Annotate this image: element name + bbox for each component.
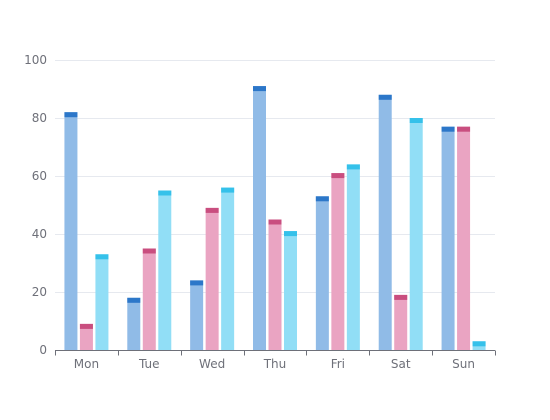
bar-cap-wed-series-1 [190, 280, 204, 286]
bar-cap-fri-series-1 [315, 196, 329, 202]
bars [64, 86, 486, 351]
bar-cap-sun-series-3 [472, 341, 486, 347]
bar-cap-sat-series-1 [378, 94, 392, 100]
bar-wed-series-1[interactable] [190, 280, 204, 350]
bar-cap-thu-series-1 [253, 86, 266, 92]
x-tick-label-sun: Sun [452, 357, 475, 371]
bar-cap-thu-series-2 [268, 219, 282, 225]
x-tick-label-sat: Sat [391, 357, 411, 371]
x-tick-label-fri: Fri [331, 357, 345, 371]
bar-mon-series-3[interactable] [95, 254, 109, 350]
bar-cap-sun-series-2 [457, 126, 471, 132]
bar-cap-mon-series-3 [95, 254, 109, 260]
bar-thu-series-3[interactable] [284, 231, 297, 350]
bar-fri-series-1[interactable] [315, 196, 329, 350]
bar-cap-wed-series-3 [221, 187, 235, 193]
y-tick-label: 20 [32, 285, 47, 299]
bar-cap-mon-series-1 [64, 112, 78, 118]
bar-cap-sun-series-1 [441, 126, 455, 132]
bar-cap-fri-series-3 [346, 164, 360, 170]
bar-fri-series-3[interactable] [346, 164, 360, 350]
bar-wed-series-2[interactable] [205, 207, 219, 350]
bar-cap-thu-series-3 [284, 231, 297, 237]
bar-tue-series-3[interactable] [158, 190, 172, 351]
bar-cap-sat-series-2 [394, 294, 408, 300]
x-tick-label-tue: Tue [138, 357, 160, 371]
x-tick-label-wed: Wed [199, 357, 225, 371]
y-tick-label: 100 [24, 53, 47, 67]
bar-cap-tue-series-3 [158, 190, 172, 196]
y-tick-label: 40 [32, 227, 47, 241]
y-tick-label: 0 [39, 343, 47, 357]
bar-wed-series-3[interactable] [221, 187, 235, 350]
bar-tue-series-2[interactable] [142, 248, 156, 351]
axes [55, 350, 496, 356]
bar-cap-tue-series-1 [127, 297, 141, 303]
bar-sat-series-3[interactable] [409, 118, 423, 350]
bar-mon-series-1[interactable] [64, 112, 78, 350]
bar-tue-series-1[interactable] [127, 297, 141, 350]
bar-cap-mon-series-2 [79, 323, 93, 329]
x-tick-label-mon: Mon [74, 357, 99, 371]
tick-labels: 0 20 40 60 80 100 Mon Tue Wed Thu Fri Sat Sun [24, 53, 475, 371]
y-tick-label: 60 [32, 169, 47, 183]
y-tick-label: 80 [32, 111, 47, 125]
bar-fri-series-2[interactable] [331, 173, 345, 350]
x-tick-label-thu: Thu [263, 357, 287, 371]
bar-cap-wed-series-2 [205, 207, 219, 213]
bar-thu-series-2[interactable] [268, 219, 282, 351]
bar-sun-series-1[interactable] [441, 126, 455, 350]
bar-cap-sat-series-3 [409, 118, 423, 123]
bar-sat-series-2[interactable] [394, 294, 408, 350]
bar-sun-series-2[interactable] [457, 126, 471, 350]
bar-sat-series-1[interactable] [378, 94, 392, 350]
bar-cap-tue-series-2 [142, 248, 156, 254]
bar-mon-series-2[interactable] [79, 323, 93, 350]
bar-thu-series-1[interactable] [253, 86, 266, 350]
bar-cap-fri-series-2 [331, 173, 345, 179]
